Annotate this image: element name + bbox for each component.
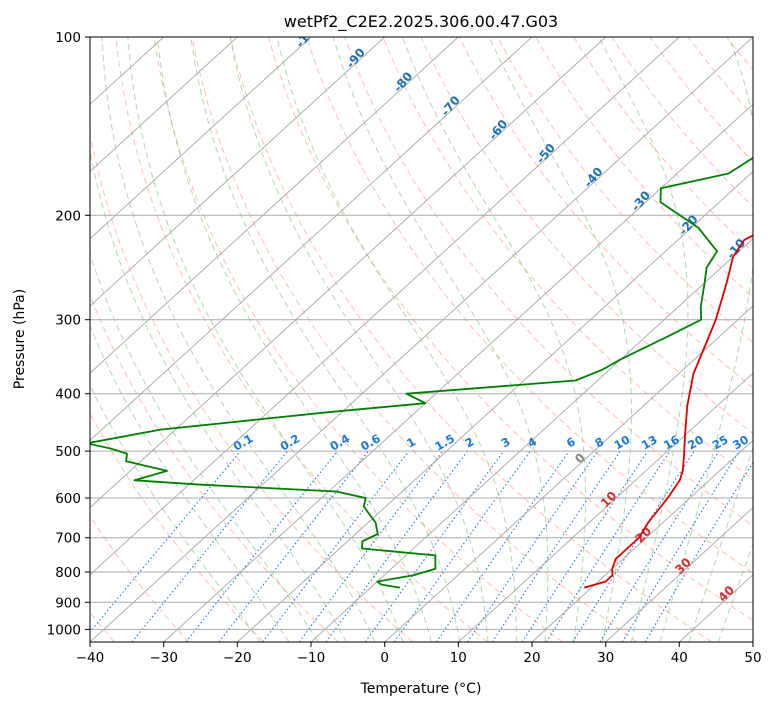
mixing-ratio-line: [185, 450, 339, 642]
dewpoint-line: [90, 156, 753, 589]
dry-adiabat: [458, 37, 753, 389]
x-tick-label: −20: [223, 650, 252, 666]
isotherm-line: [90, 37, 753, 642]
isotherm-line: [90, 37, 459, 374]
dry-adiabat: [306, 37, 753, 574]
x-tick-label: 30: [597, 650, 614, 666]
isotherm-line: [605, 506, 753, 642]
dry-adiabat: [268, 37, 753, 622]
isotherm-line: [90, 37, 312, 240]
dry-adiabat: [90, 293, 339, 642]
y-tick-label: 200: [55, 208, 81, 224]
dry-adiabat: [382, 37, 753, 481]
mixing-ratio-line: [572, 450, 695, 642]
mixing-ratio-line: [131, 450, 289, 642]
y-tick-label: 100: [55, 30, 81, 46]
x-tick-label: −30: [149, 650, 178, 666]
mixing-ratio-line: [467, 450, 599, 642]
y-tick-label: 900: [55, 595, 81, 611]
x-tick-label: 0: [380, 650, 389, 666]
mixing-ratio-line: [90, 450, 242, 633]
y-tick-label: 400: [55, 387, 81, 403]
mixing-ratio-line: [262, 450, 410, 642]
dry-adiabat: [153, 37, 563, 642]
dry-adiabat: [191, 37, 638, 642]
plot-frame: [89, 36, 754, 643]
moist-adiabat: [659, 37, 753, 642]
mixing-ratio-label: 10: [612, 432, 633, 452]
mixing-ratio-label: 13: [639, 432, 660, 452]
x-tick-label: 20: [523, 650, 540, 666]
moist-adiabat: [717, 542, 753, 642]
y-tick-label: 600: [55, 491, 81, 507]
x-tick-label: −10: [297, 650, 326, 666]
isotherm-line: [163, 103, 753, 642]
dry-adiabat: [344, 37, 753, 527]
mixing-ratio-line: [599, 450, 720, 642]
isotherm-line: [90, 37, 238, 173]
moist-adiabat: [156, 37, 432, 642]
mixing-ratio-label: 36: [751, 432, 772, 452]
dry-adiabat: [420, 37, 753, 434]
isotherm-line: [457, 372, 753, 642]
y-tick-label: 500: [55, 444, 81, 460]
mixing-ratio-line: [393, 450, 531, 642]
dry-adiabat: [573, 37, 753, 253]
y-tick-label: 1000: [47, 622, 81, 638]
x-tick-label: 10: [450, 650, 467, 666]
x-tick-label: 50: [744, 650, 761, 666]
isotherm-line: [531, 439, 753, 642]
temperature-line: [583, 234, 753, 589]
dry-adiabat: [115, 37, 488, 642]
dry-adiabat: [496, 37, 753, 344]
dry-adiabat: [90, 131, 414, 642]
isotherm-line: [90, 37, 607, 509]
mixing-ratio-label: 25: [710, 432, 731, 452]
chart-title: wetPf2_C2E2.2025.306.00.47.G03: [284, 12, 558, 32]
y-axis-label: Pressure (hPa): [12, 289, 28, 389]
x-axis-label: Temperature (°C): [360, 681, 482, 697]
mixing-ratio-label: 16: [661, 432, 682, 452]
mixing-ratio-line: [218, 450, 369, 642]
isotherm-line: [236, 170, 753, 642]
profile-lines: [90, 156, 753, 589]
axes: −40 −30 −20 −10 0 10 20 30 40 50 100 200 300 400 500 60…: [47, 30, 762, 666]
moist-adiabat: [101, 37, 376, 642]
y-tick-label: 700: [55, 531, 81, 547]
isotherm-line: [90, 37, 680, 576]
isotherm-line: [384, 305, 753, 642]
mixing-ratio-label: 30: [730, 432, 751, 452]
x-tick-label: −40: [76, 650, 105, 666]
mixing-ratio-line: [545, 450, 671, 642]
background-lines: [90, 37, 753, 642]
mixing-ratio-line: [364, 450, 505, 642]
y-tick-label: 300: [55, 313, 81, 329]
isotherm-line: [90, 37, 533, 442]
mixing-ratio-line: [644, 461, 753, 642]
isotherm-line: [310, 237, 753, 642]
x-tick-label: 40: [671, 650, 688, 666]
mixing-ratio-label: 20: [685, 432, 706, 452]
dry-adiabat: [649, 37, 753, 163]
dry-adiabat: [90, 412, 264, 642]
dry-adiabat: [229, 37, 712, 642]
y-tick-label: 800: [55, 565, 81, 581]
isotherm-line: [90, 37, 386, 307]
